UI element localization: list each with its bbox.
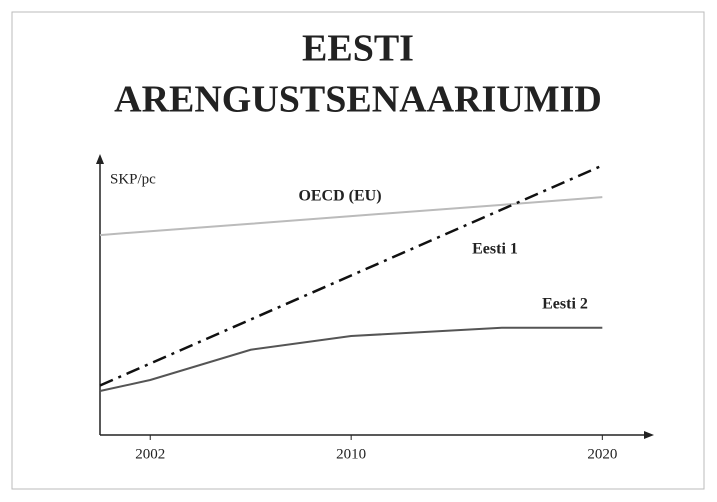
series-label: OECD (EU) xyxy=(298,188,381,205)
series-line xyxy=(99,164,603,387)
series-label: Eesti 1 xyxy=(472,241,518,258)
axis-arrow xyxy=(644,431,654,439)
slide-frame xyxy=(11,11,705,490)
series-line xyxy=(99,196,603,237)
x-tick-label: 2020 xyxy=(587,446,617,462)
axis-arrow xyxy=(96,154,104,164)
series-label: Eesti 2 xyxy=(542,296,588,313)
y-axis-label: SKP/pc xyxy=(110,171,156,187)
x-tick-label: 2010 xyxy=(336,446,366,462)
x-tick-label: 2002 xyxy=(135,446,165,462)
title-line: ARENGUSTSENAARIUMID xyxy=(114,79,602,121)
title-line: EESTI xyxy=(302,28,414,70)
series-line xyxy=(99,326,603,392)
